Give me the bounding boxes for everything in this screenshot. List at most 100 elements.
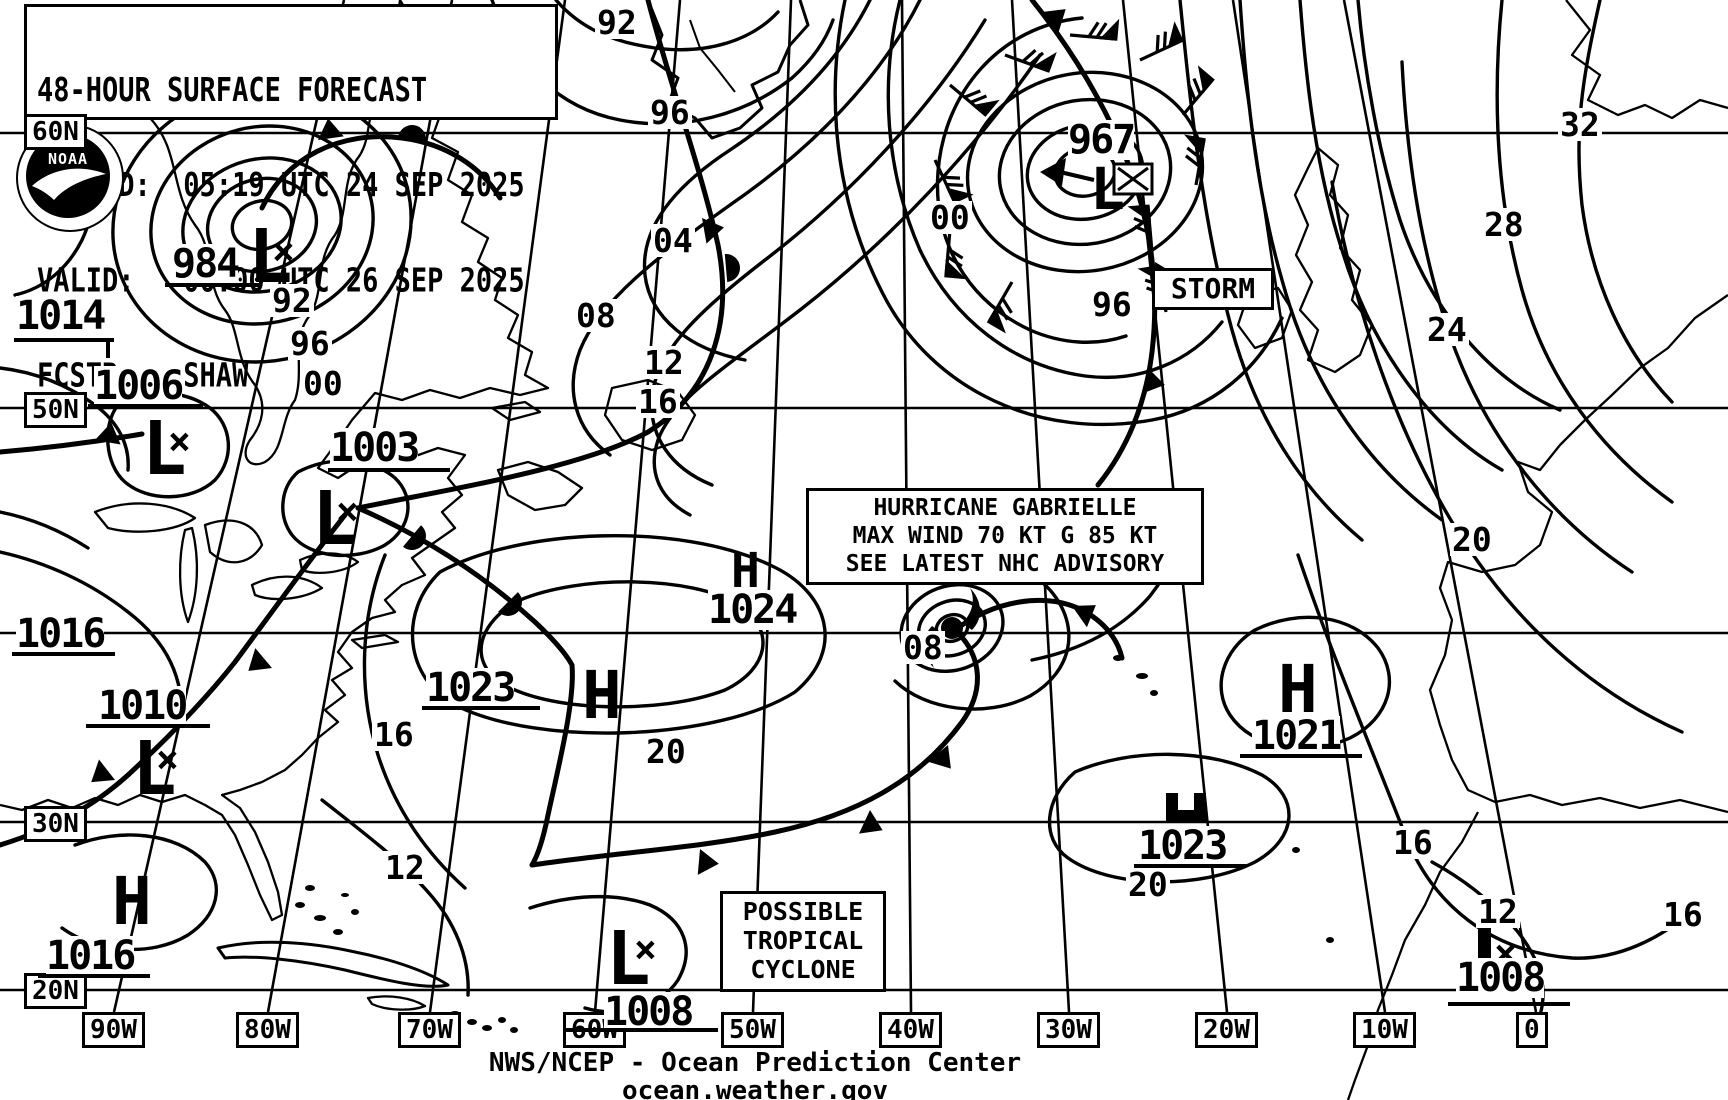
pressure-value-1023-west: 1023 [426,665,516,711]
high-letter-1021: H [1278,651,1318,728]
underline-1014 [14,338,114,342]
underline-1023-east [1134,864,1246,868]
isobar-label: 20 [1126,865,1170,904]
boxed-x-marker [1112,162,1154,196]
underline-1003 [328,468,450,472]
isobar-label: 20 [644,732,688,771]
high-letter-gulf: H [112,863,152,940]
underline-1023-west [422,706,540,710]
underline-tick-1014 [106,338,110,358]
isobar-label: 00 [301,364,345,403]
high-letter-1023-west: H [582,657,622,734]
hurricane-advisory-line2: MAX WIND 70 KT G 85 KT [852,523,1158,549]
lat-label-60n: 60N [24,114,87,150]
hurricane-advisory-line3: SEE LATEST NHC ADVISORY [845,551,1165,577]
pressure-value-1010: 1010 [98,683,188,729]
lon-label-40w: 40W [879,1012,942,1048]
pressure-value-1006: 1006 [94,363,184,409]
low-letter-1003: L [312,476,357,562]
low-x-marker-1006: × [168,419,191,463]
pressure-value-1021: 1021 [1252,713,1342,759]
high-center-u-marker [1166,793,1206,823]
isobar-label: 12 [383,848,427,887]
pressure-value-1008-east: 1008 [1456,955,1546,1001]
isobar-label: 20 [1450,520,1494,559]
ptc-line2: TROPICAL [742,926,864,955]
underline-1008-east [1448,1002,1570,1006]
lon-label-50w: 50W [721,1012,784,1048]
lat-label-20n: 20N [24,973,87,1009]
footer-agency-line: NWS/NCEP - Ocean Prediction Center [488,1048,1022,1078]
isobar-label: 12 [642,343,686,382]
pressure-value-984: 984 [172,241,240,287]
pressure-value-1023-east: 1023 [1138,823,1228,869]
hurricane-advisory-box: HURRICANE GABRIELLE MAX WIND 70 KT G 85 … [806,488,1204,585]
underline-1010 [86,724,210,728]
ptc-line1: POSSIBLE [742,897,864,926]
isobar-label: 28 [1482,205,1526,244]
high-letter-1024: H [731,543,760,599]
isobar-label: 16 [372,715,416,754]
pressure-value-1024: 1024 [708,587,798,633]
isobar-label: 96 [648,93,692,132]
underline-1016-left [12,652,115,656]
low-letter-984: L [248,214,293,300]
lon-label-10w: 10W [1353,1012,1416,1048]
lat-label-30n: 30N [24,806,87,842]
pressure-value-1016-left: 1016 [16,611,106,657]
possible-tropical-cyclone-box: POSSIBLE TROPICAL CYCLONE [720,891,886,992]
lat-label-50n: 50N [24,392,87,428]
isobar-label: 00 [928,198,972,237]
ptc-line3: CYCLONE [750,955,856,984]
isobar-label: 16 [1661,895,1705,934]
lon-label-20w: 20W [1195,1012,1258,1048]
low-letter-1008-ptc: L [606,916,651,1002]
pressure-value-1003: 1003 [330,425,420,471]
isobar-label: 32 [1558,105,1602,144]
lon-label-0: 0 [1516,1012,1548,1048]
isobar-label: 12 [1476,892,1520,931]
underline-1006 [88,404,203,408]
low-bar-marker [1478,926,1491,962]
storm-tag-box: STORM [1152,268,1274,310]
underline-1016-gulf [38,974,150,978]
underline-1021 [1240,754,1362,758]
hurricane-advisory-line1: HURRICANE GABRIELLE [873,495,1137,521]
noaa-bird-icon [32,168,106,200]
isobar-label: 96 [288,324,332,363]
storm-motion-arrow [1040,158,1066,186]
low-letter-1006: L [142,406,187,492]
chart-title: 48-HOUR SURFACE FORECAST [37,71,428,110]
lon-label-90w: 90W [82,1012,145,1048]
forecast-header-box: 48-HOUR SURFACE FORECAST ISSUED: 05:19 U… [24,4,558,393]
isobar-label: 08 [574,296,618,335]
low-x-marker-984: × [272,229,295,273]
pressure-value-1008-ptc: 1008 [604,989,694,1035]
underline-984 [165,283,260,287]
isobar-label: 08 [901,628,945,667]
noaa-logo-text: NOAA [47,150,89,168]
footer-url: ocean.weather.gov [621,1076,889,1100]
center-markers [1040,158,1491,962]
lon-label-80w: 80W [236,1012,299,1048]
isobar-label: 92 [270,281,314,320]
isobar-label: 04 [651,221,695,260]
lon-label-30w: 30W [1037,1012,1100,1048]
low-x-marker-1003: × [336,489,359,533]
pressure-value-1016-gulf: 1016 [46,933,136,979]
lon-label-70w: 70W [398,1012,461,1048]
isobar-label: 92 [595,3,639,42]
isobar-label: 96 [1090,285,1134,324]
isobar-label: 16 [636,382,680,421]
low-x-marker-1008-ptc: × [634,927,657,971]
pressure-value-967: 967 [1068,117,1136,163]
isobar-label: 24 [1425,310,1469,349]
isobar-label: 16 [1391,823,1435,862]
low-x-marker-1010: × [156,737,179,781]
pressure-value-1014: 1014 [16,293,106,339]
low-letter-967: L [1090,155,1125,223]
underline-1008-ptc [566,1028,718,1032]
low-letter-1010: L [132,726,177,812]
